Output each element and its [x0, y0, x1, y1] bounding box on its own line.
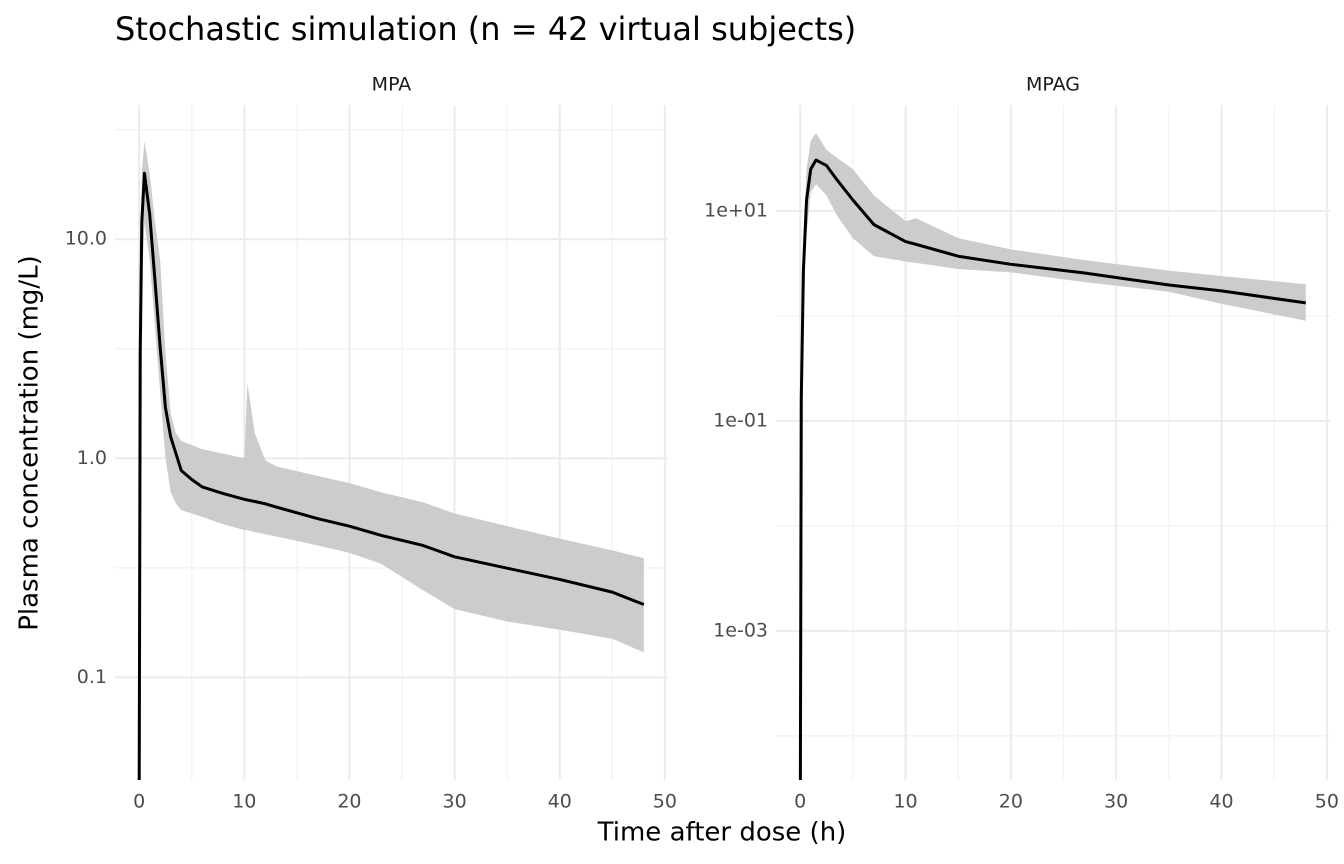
y-tick-label: 1e+01	[704, 199, 768, 221]
x-tick-label: 50	[1315, 791, 1339, 813]
x-tick-label: 20	[337, 791, 361, 813]
y-tick-label: 1e-03	[713, 619, 768, 641]
x-tick-label: 30	[1104, 791, 1128, 813]
y-axis-title: Plasma concentration (mg/L)	[15, 255, 45, 631]
line	[137, 171, 645, 780]
panel: 10.0 1.0 0.1 0 10 20 30 40 50 MPA	[65, 74, 677, 813]
y-tick-label: 0.1	[77, 666, 107, 688]
x-tick-label: 0	[794, 791, 806, 813]
plot-area	[137, 141, 645, 780]
ribbon	[800, 133, 1306, 780]
strip-label: MPA	[372, 74, 412, 96]
ribbon	[139, 141, 644, 780]
y-tick-label: 1.0	[77, 447, 107, 469]
strip-label: MPAG	[1026, 74, 1080, 96]
y-tick-label: 1e-01	[713, 409, 768, 431]
x-tick-label: 30	[442, 791, 466, 813]
x-axis-title: Time after dose (h)	[597, 818, 847, 848]
x-tick-label: 40	[1209, 791, 1233, 813]
x-tick-label: 10	[893, 791, 917, 813]
x-tick-label: 40	[548, 791, 572, 813]
line	[798, 158, 1306, 780]
x-tick-label: 10	[232, 791, 256, 813]
y-tick-label: 10.0	[65, 228, 107, 250]
plot-area	[798, 133, 1306, 780]
x-tick-label: 50	[653, 791, 677, 813]
x-tick-label: 20	[999, 791, 1023, 813]
x-tick-label: 0	[133, 791, 145, 813]
chart-title: Stochastic simulation (n = 42 virtual su…	[115, 10, 856, 48]
panel: 1e+01 1e-01 1e-03 0 10 20 30 40 50 MPAG	[704, 74, 1339, 813]
